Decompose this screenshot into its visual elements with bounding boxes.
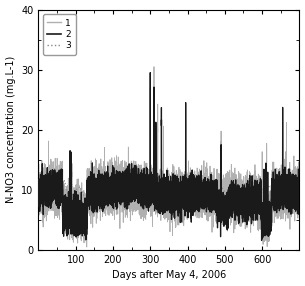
Legend: 1, 2, 3: 1, 2, 3 xyxy=(43,14,76,55)
X-axis label: Days after May 4, 2006: Days after May 4, 2006 xyxy=(112,271,226,281)
Y-axis label: N-NO3 concentration (mg.L-1): N-NO3 concentration (mg.L-1) xyxy=(5,56,16,203)
